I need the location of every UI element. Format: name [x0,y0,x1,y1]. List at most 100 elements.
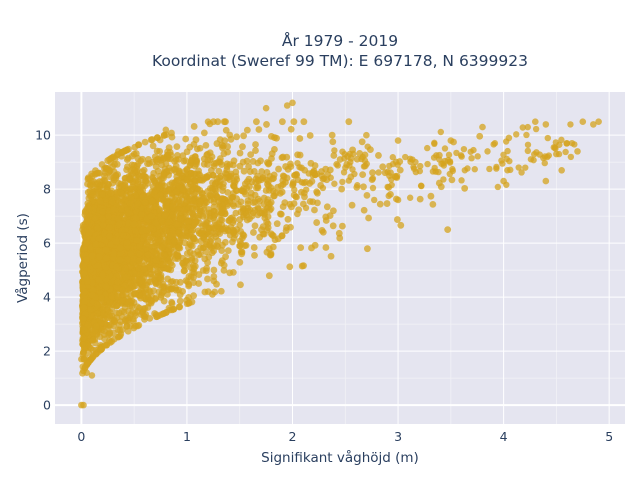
data-point [486,165,493,173]
data-point [271,236,279,244]
data-point [114,214,122,222]
data-point [216,136,224,144]
data-point [319,228,327,236]
data-point [189,210,196,218]
data-point [236,162,244,170]
data-point [236,221,244,229]
data-point [156,191,164,199]
data-point [138,183,145,191]
data-point [532,125,540,133]
data-point [379,163,387,171]
data-point [80,326,88,334]
data-point [268,155,275,162]
data-point [127,172,135,179]
data-point [558,166,565,174]
data-point [190,140,198,148]
data-point [280,173,288,180]
data-point [251,198,259,206]
data-point [190,123,198,130]
data-point [303,186,310,193]
data-point [331,180,338,187]
data-point [116,244,124,252]
data-point [507,166,514,174]
data-point [161,211,169,219]
data-point [218,161,225,168]
data-point [139,172,147,180]
data-point [330,152,338,159]
data-point [393,172,401,180]
data-point [513,131,520,138]
data-point [162,204,170,212]
data-point [204,288,212,296]
data-point [262,104,270,112]
data-point [471,166,478,173]
data-point [429,168,437,175]
data-point [189,197,197,204]
data-point [224,247,232,255]
data-point [134,322,142,330]
data-point [242,190,249,198]
data-point [152,219,160,227]
y-tick-label: 0 [43,398,51,413]
data-point [247,151,255,159]
data-point [100,331,108,338]
data-point [335,229,343,237]
data-point [95,234,103,242]
data-point [114,293,122,300]
data-point [348,201,356,209]
data-point [116,256,124,264]
data-point [102,254,110,262]
data-point [150,248,158,256]
data-point [177,215,185,223]
data-point [327,174,334,181]
data-point [308,244,315,252]
data-point [162,126,170,134]
data-point [151,177,158,185]
data-point [143,241,150,248]
data-point [266,251,274,259]
data-point [99,215,107,223]
data-point [369,175,377,182]
data-point [393,216,401,223]
data-point [394,161,401,168]
data-point [226,131,234,139]
data-point [153,147,161,155]
data-point [117,189,125,197]
data-point [490,141,497,148]
data-point [232,209,240,217]
data-point [359,171,367,179]
data-point [468,154,475,162]
data-point [294,159,301,167]
data-point [287,160,294,168]
data-point [233,133,241,141]
data-point [102,283,110,291]
data-point [207,192,215,200]
data-point [424,160,431,168]
data-point [159,232,167,240]
data-point [105,213,113,220]
data-point [168,306,176,314]
data-point [166,242,174,250]
data-point [178,172,186,180]
data-point [174,252,182,260]
data-point [358,138,366,146]
data-point [283,224,290,231]
data-point [429,200,437,208]
data-point [136,250,143,258]
data-point [283,102,291,109]
data-point [104,180,112,188]
data-point [544,134,551,142]
data-point [298,179,305,186]
data-point [218,216,226,224]
data-point [210,162,218,170]
data-point [92,240,100,248]
data-point [446,159,454,166]
data-point [222,126,230,134]
data-point [519,124,526,131]
data-point [258,168,266,175]
data-point [89,336,97,344]
data-point [182,227,189,235]
data-point [83,369,90,377]
data-point [152,256,160,264]
